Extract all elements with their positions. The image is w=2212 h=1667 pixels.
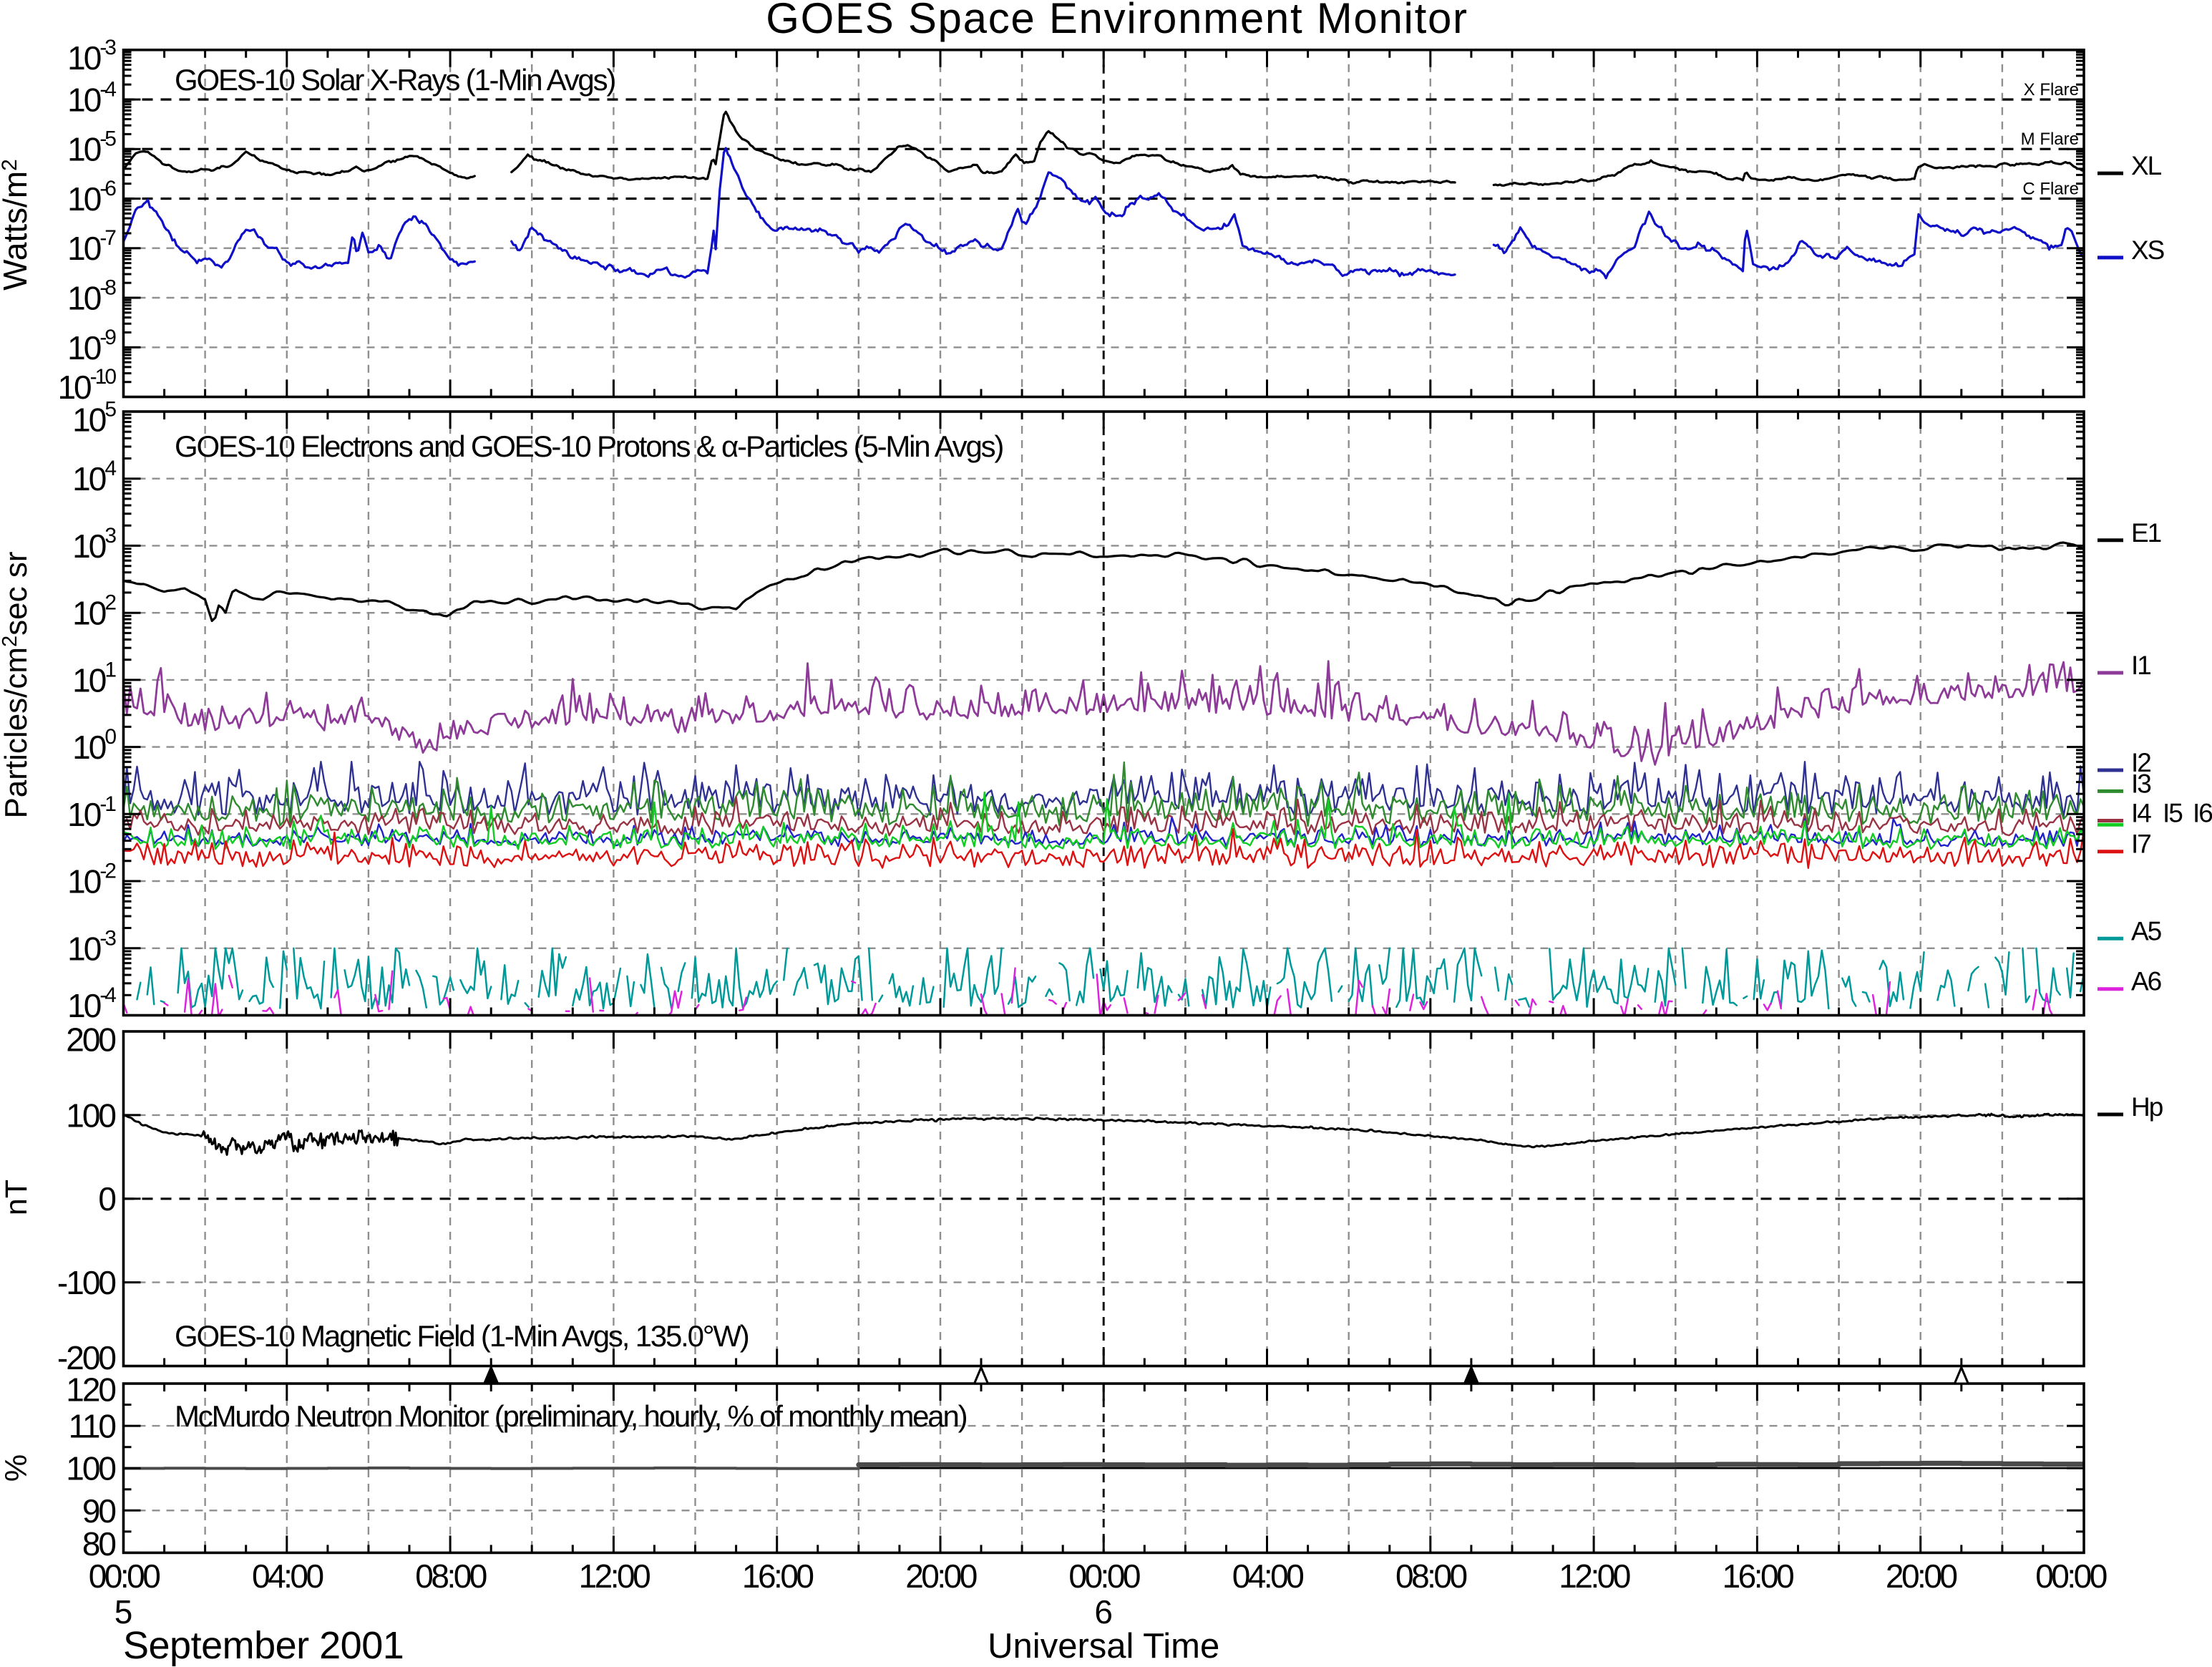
svg-text:A5: A5 xyxy=(2131,916,2162,946)
svg-text:10-10: 10-10 xyxy=(57,365,116,406)
svg-text:nT: nT xyxy=(0,1180,34,1215)
svg-text:12:00: 12:00 xyxy=(579,1557,651,1595)
svg-text:XL: XL xyxy=(2131,151,2162,180)
svg-text:-100: -100 xyxy=(57,1264,115,1301)
svg-text:16:00: 16:00 xyxy=(742,1557,814,1595)
svg-text:C Flare: C Flare xyxy=(2022,180,2079,199)
svg-text:12:00: 12:00 xyxy=(1559,1557,1630,1595)
svg-text:0: 0 xyxy=(98,1180,115,1218)
svg-text:I5: I5 xyxy=(2163,799,2183,828)
svg-text:04:00: 04:00 xyxy=(1232,1557,1304,1595)
svg-text:Hp: Hp xyxy=(2131,1092,2163,1122)
svg-text:16:00: 16:00 xyxy=(1723,1557,1794,1595)
svg-text:GOES Space Environment Monitor: GOES Space Environment Monitor xyxy=(766,0,1468,42)
svg-text:X Flare: X Flare xyxy=(2024,80,2079,99)
svg-text:200: 200 xyxy=(66,1021,115,1059)
svg-text:5: 5 xyxy=(115,1593,133,1630)
svg-text:Particles/cm2sec sr: Particles/cm2sec sr xyxy=(0,551,34,818)
svg-text:100: 100 xyxy=(66,1097,115,1134)
svg-text:GOES-10 Electrons and GOES-10: GOES-10 Electrons and GOES-10 Protons & … xyxy=(175,429,1003,463)
svg-text:%: % xyxy=(0,1454,34,1482)
svg-text:I1: I1 xyxy=(2131,651,2150,680)
svg-text:Universal Time: Universal Time xyxy=(988,1627,1219,1666)
svg-text:00:00: 00:00 xyxy=(89,1557,160,1595)
svg-text:E1: E1 xyxy=(2131,518,2161,548)
svg-text:00:00: 00:00 xyxy=(1068,1557,1140,1595)
svg-text:I6: I6 xyxy=(2193,799,2212,828)
svg-text:04:00: 04:00 xyxy=(252,1557,323,1595)
svg-text:80: 80 xyxy=(82,1525,116,1562)
svg-text:XS: XS xyxy=(2131,235,2164,265)
svg-text:110: 110 xyxy=(69,1408,116,1445)
svg-text:McMurdo Neutron Monitor (preli: McMurdo Neutron Monitor (preliminary, ho… xyxy=(175,1399,967,1433)
svg-text:Watts/m2: Watts/m2 xyxy=(0,159,34,291)
svg-text:I2: I2 xyxy=(2131,748,2150,777)
svg-text:September 2001: September 2001 xyxy=(123,1624,404,1667)
svg-text:20:00: 20:00 xyxy=(905,1557,977,1595)
svg-text:M Flare: M Flare xyxy=(2021,130,2079,149)
svg-text:120: 120 xyxy=(66,1371,115,1409)
svg-text:100: 100 xyxy=(66,1450,115,1487)
svg-text:I4: I4 xyxy=(2131,799,2151,828)
svg-text:08:00: 08:00 xyxy=(415,1557,487,1595)
svg-text:A6: A6 xyxy=(2131,967,2161,996)
svg-text:-200: -200 xyxy=(57,1339,115,1376)
svg-text:GOES-10 Magnetic Field (1-Min: GOES-10 Magnetic Field (1-Min Avgs, 135.… xyxy=(175,1319,749,1353)
svg-text:20:00: 20:00 xyxy=(1886,1557,1957,1595)
svg-text:6: 6 xyxy=(1094,1593,1113,1630)
svg-text:00:00: 00:00 xyxy=(2035,1557,2107,1595)
svg-text:I3: I3 xyxy=(2131,769,2150,798)
svg-text:90: 90 xyxy=(82,1492,116,1530)
svg-text:GOES-10 Solar X-Rays (1-Min Av: GOES-10 Solar X-Rays (1-Min Avgs) xyxy=(175,63,615,97)
svg-text:I7: I7 xyxy=(2131,830,2150,859)
svg-text:08:00: 08:00 xyxy=(1395,1557,1467,1595)
